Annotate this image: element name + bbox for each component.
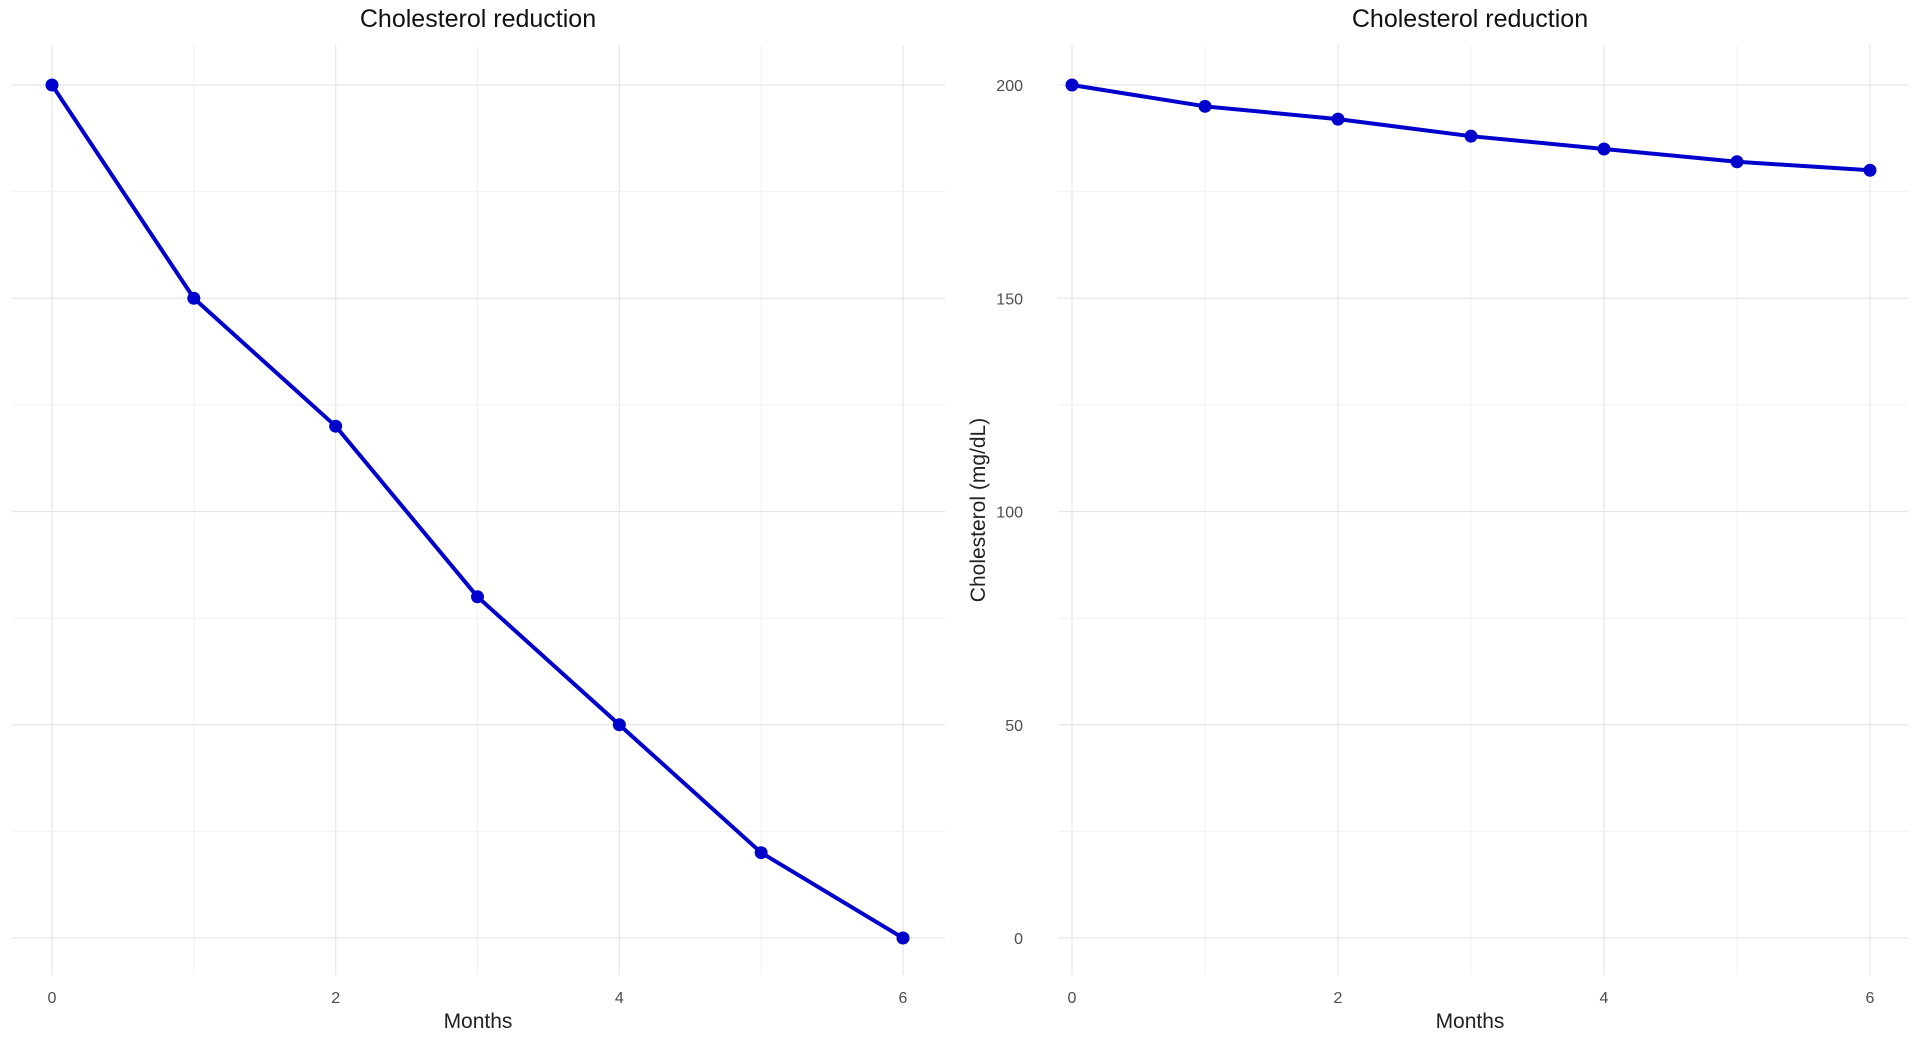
x-axis-label: Months — [444, 1010, 513, 1033]
data-point — [471, 590, 484, 604]
series-layer — [45, 78, 910, 945]
data-point — [329, 419, 343, 433]
y-tick-labels: 0 50 100 150 200 — [996, 78, 1023, 948]
x-tick-label: 4 — [1600, 990, 1609, 1007]
data-point — [1730, 155, 1744, 169]
grid — [1058, 45, 1908, 975]
x-tick-labels: 0 2 4 6 — [48, 990, 908, 1007]
y-tick-label: 0 — [1014, 931, 1023, 948]
x-tick-label: 6 — [1866, 990, 1875, 1007]
data-point — [1065, 78, 1079, 92]
x-tick-label: 6 — [899, 990, 908, 1007]
y-axis-label: Cholesterol (mg/dL) — [967, 418, 990, 602]
y-tick-label: 50 — [1005, 718, 1023, 735]
chart-title: Cholesterol reduction — [360, 5, 596, 33]
x-tick-label: 2 — [331, 990, 340, 1007]
data-point — [1464, 129, 1478, 143]
y-tick-label: 100 — [996, 505, 1023, 522]
grid — [12, 45, 945, 975]
data-point — [612, 718, 626, 732]
chart-title: Cholesterol reduction — [1352, 5, 1588, 33]
data-point — [1597, 142, 1611, 156]
data-point — [1331, 112, 1345, 126]
y-tick-label: 200 — [996, 78, 1023, 95]
series-layer — [1065, 78, 1877, 177]
data-point — [45, 78, 59, 92]
y-tick-label: 150 — [996, 291, 1023, 308]
x-tick-label: 0 — [1068, 990, 1077, 1007]
x-tick-labels: 0 2 4 6 — [1068, 990, 1875, 1007]
data-point — [754, 846, 768, 860]
left-chart-panel: Cholesterol reduction 0 2 4 6 Months — [12, 5, 945, 1033]
x-tick-label: 2 — [1334, 990, 1343, 1007]
x-tick-label: 0 — [48, 990, 57, 1007]
data-point — [187, 291, 201, 305]
data-point — [1198, 99, 1212, 113]
x-tick-label: 4 — [615, 990, 624, 1007]
data-point — [1863, 163, 1877, 177]
x-axis-label: Months — [1436, 1010, 1505, 1033]
data-point — [896, 931, 910, 945]
